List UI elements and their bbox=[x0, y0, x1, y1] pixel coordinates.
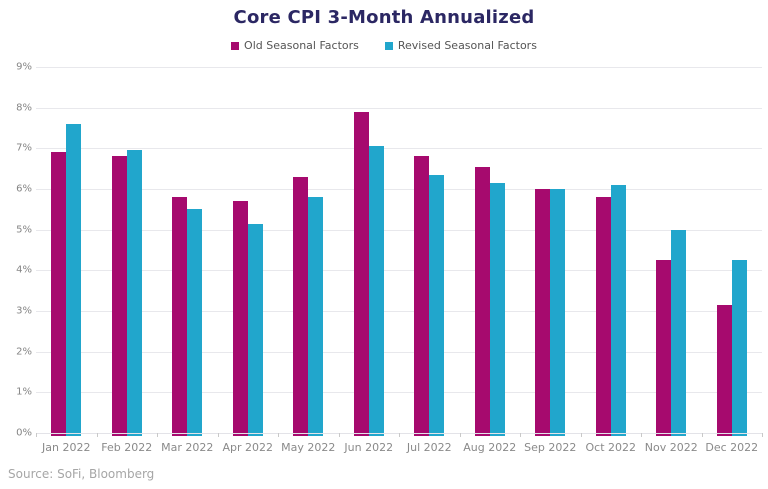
bar-old-seasonal-factors-mar-2022 bbox=[172, 197, 188, 436]
legend-swatch-icon bbox=[384, 41, 393, 50]
bar-revised-seasonal-factors-apr-2022 bbox=[247, 223, 263, 436]
bar-revised-seasonal-factors-jan-2022 bbox=[66, 123, 82, 436]
bar-old-seasonal-factors-oct-2022 bbox=[595, 197, 611, 436]
bar-revised-seasonal-factors-jun-2022 bbox=[368, 146, 384, 436]
bar-old-seasonal-factors-dec-2022 bbox=[716, 304, 732, 436]
legend-label: Old Seasonal Factors bbox=[244, 39, 359, 52]
x-axis-tick bbox=[157, 433, 158, 437]
gridline-7 bbox=[36, 148, 762, 150]
y-axis-label-4: 4% bbox=[16, 264, 32, 276]
y-axis-label-3: 3% bbox=[16, 305, 32, 317]
legend-label: Revised Seasonal Factors bbox=[397, 39, 537, 52]
bar-old-seasonal-factors-jun-2022 bbox=[353, 111, 369, 436]
gridline-8 bbox=[36, 107, 762, 109]
x-axis-tick bbox=[641, 433, 642, 437]
chart-title: Core CPI 3-Month Annualized bbox=[233, 7, 535, 28]
bar-old-seasonal-factors-jul-2022 bbox=[414, 156, 430, 436]
bar-old-seasonal-factors-sep-2022 bbox=[535, 189, 551, 436]
y-axis-label-7: 7% bbox=[16, 142, 32, 154]
x-axis-label-apr-2022: Apr 2022 bbox=[222, 441, 274, 454]
bar-revised-seasonal-factors-oct-2022 bbox=[610, 184, 626, 436]
legend-swatch-icon bbox=[231, 41, 240, 50]
gridline-4 bbox=[36, 270, 762, 272]
y-axis-label-5: 5% bbox=[16, 224, 32, 236]
bar-revised-seasonal-factors-jul-2022 bbox=[429, 174, 445, 436]
x-axis-label-mar-2022: Mar 2022 bbox=[161, 441, 214, 454]
x-axis-tick bbox=[580, 433, 582, 437]
bar-revised-seasonal-factors-sep-2022 bbox=[550, 189, 566, 436]
x-axis-tick bbox=[36, 433, 37, 437]
bar-revised-seasonal-factors-dec-2022 bbox=[731, 260, 747, 436]
x-axis-label-jan-2022: Jan 2022 bbox=[42, 441, 91, 454]
bar-revised-seasonal-factors-may-2022 bbox=[308, 197, 324, 436]
bar-revised-seasonal-factors-aug-2022 bbox=[489, 182, 505, 436]
gridline-9 bbox=[36, 67, 762, 68]
y-axis-label-6: 6% bbox=[16, 183, 32, 195]
bar-old-seasonal-factors-jan-2022 bbox=[51, 152, 67, 436]
x-axis-tick bbox=[399, 433, 400, 437]
x-axis-tick bbox=[701, 433, 703, 437]
legend-item-1: Revised Seasonal Factors bbox=[384, 39, 537, 52]
x-axis-label-sep-2022: Sep 2022 bbox=[524, 441, 577, 454]
source-note: Source: SoFi, Bloomberg bbox=[8, 467, 155, 481]
x-axis-tick bbox=[338, 433, 340, 437]
y-axis-label-9: 9% bbox=[16, 61, 32, 73]
x-axis-label-jun-2022: Jun 2022 bbox=[344, 441, 394, 454]
x-axis-tick bbox=[278, 433, 279, 437]
x-axis-tick bbox=[520, 433, 521, 437]
x-axis-label-nov-2022: Nov 2022 bbox=[644, 441, 698, 454]
legend-item-0: Old Seasonal Factors bbox=[231, 39, 359, 52]
x-axis-label-aug-2022: Aug 2022 bbox=[463, 441, 517, 454]
gridline-6 bbox=[36, 189, 762, 190]
x-axis-label-oct-2022: Oct 2022 bbox=[585, 441, 636, 454]
bar-old-seasonal-factors-aug-2022 bbox=[474, 166, 490, 436]
x-axis-label-may-2022: May 2022 bbox=[281, 441, 336, 454]
y-axis-label-1: 1% bbox=[16, 386, 32, 398]
gridline-1 bbox=[36, 392, 762, 394]
y-axis-label-8: 8% bbox=[16, 102, 32, 114]
x-axis-label-jul-2022: Jul 2022 bbox=[406, 441, 452, 454]
x-axis-tick bbox=[459, 433, 461, 437]
bar-revised-seasonal-factors-nov-2022 bbox=[671, 229, 687, 436]
x-axis-tick bbox=[762, 433, 763, 437]
bar-old-seasonal-factors-may-2022 bbox=[293, 176, 309, 436]
bar-old-seasonal-factors-nov-2022 bbox=[656, 260, 672, 436]
x-axis-label-dec-2022: Dec 2022 bbox=[705, 441, 759, 454]
gridline-5 bbox=[36, 229, 762, 231]
bar-revised-seasonal-factors-feb-2022 bbox=[126, 150, 142, 436]
x-axis-tick bbox=[217, 433, 219, 437]
y-axis-label-2: 2% bbox=[16, 346, 32, 358]
gridline-3 bbox=[36, 311, 762, 312]
plot-area: 0% 1% 2% 3% 4% 5% 6% 7% 8% 9% bbox=[16, 62, 763, 439]
bar-revised-seasonal-factors-mar-2022 bbox=[187, 209, 203, 436]
x-axis-tick bbox=[96, 433, 98, 437]
legend: Old Seasonal Factors Revised Seasonal Fac… bbox=[0, 39, 768, 52]
x-axis-label-feb-2022: Feb 2022 bbox=[101, 441, 153, 454]
bar-old-seasonal-factors-feb-2022 bbox=[111, 156, 127, 436]
y-axis-label-0: 0% bbox=[16, 427, 32, 439]
gridline-2 bbox=[36, 351, 762, 353]
bar-old-seasonal-factors-apr-2022 bbox=[232, 201, 248, 436]
